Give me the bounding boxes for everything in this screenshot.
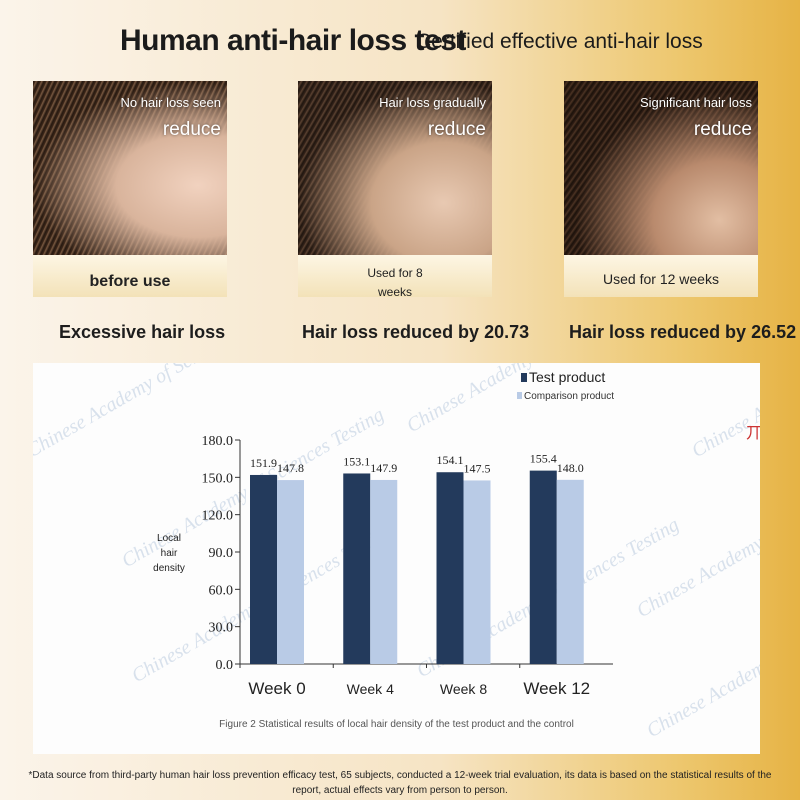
photo-bottom-label-line: weeks [377,285,412,297]
y-axis-label-line: hair [160,548,178,559]
photo-caption: Hair loss reduced by 26.52 [569,322,797,342]
figure-caption: Figure 2 Statistical results of local ha… [219,719,574,730]
photo-label-band [298,255,492,297]
footnote: *Data source from third-party human hair… [28,770,772,796]
photo-label-band [564,255,758,297]
bar-test-product [343,473,371,664]
bar-test-product [436,472,464,664]
legend-swatch [521,373,527,382]
bar-chart: 0.0 30.0 60.0 90.0 120.0 150.0 180.0 151.9 147.8… [202,434,613,698]
bar-value-label: 155.4 [530,452,557,466]
bar-comparison-product [370,479,398,664]
photo-overlay-label: reduce [693,119,752,140]
legend-swatch [517,392,522,399]
bar-comparison-product [556,479,584,664]
page-title: Human anti-hair loss test [120,24,466,57]
bar-comparison-product [277,480,304,664]
photo-week-12: Significant hair loss reduce Used for 12… [564,81,758,297]
bar-value-label: 147.8 [277,461,304,475]
hair-photo-image [33,81,227,255]
photo-top-label: Hair loss gradually [379,95,486,110]
y-tick-label: 150.0 [202,471,234,486]
y-tick-label: 0.0 [216,658,234,673]
x-tick-label: Week 12 [523,679,590,698]
y-tick-label: 180.0 [202,434,234,449]
photo-bottom-label: Used for 12 weeks [603,271,719,287]
bar-test-product [250,474,277,664]
legend-comparison-product: Comparison product [517,391,614,402]
y-axis-label-line: Local [157,533,181,544]
legend-label: Comparison product [524,391,615,402]
photo-caption: Hair loss reduced by 20.73 [302,322,530,342]
y-tick-label: 120.0 [202,509,234,524]
y-tick-label: 30.0 [209,621,234,636]
y-tick-label: 60.0 [209,583,234,598]
legend-label: Test product [529,369,606,385]
photo-overlay-label: reduce [162,119,221,140]
photo-bottom-label-line: Used for 8 [367,266,423,280]
bar-value-label: 147.5 [464,461,491,475]
hair-photo-image [298,81,492,255]
photo-top-label: No hair loss seen [120,95,221,110]
photo-caption: Excessive hair loss [59,322,226,342]
photo-top-label: Significant hair loss [640,95,752,110]
photo-week-8: Hair loss gradually reduce Used for 8 we… [298,81,492,297]
photo-bottom-label: before use [89,273,171,290]
legend-test-product: Test product [521,369,605,385]
y-axis-label: Local hair density [153,531,185,576]
photo-label-band [33,255,227,297]
photo-bottom-label: Used for 8 weeks [298,264,492,297]
bar-value-label: 153.1 [343,454,370,468]
bar-test-product [529,470,557,664]
bar-value-label: 148.0 [557,461,584,475]
chart-panel: Chinese Academy of Sciences Testing Chin… [33,363,760,754]
page-subtitle: Certified effective anti-hair loss [416,30,703,53]
y-axis-label-line: density [153,563,185,574]
bar-value-label: 147.9 [370,461,397,475]
hair-photo-image [564,81,758,255]
photo-overlay-label: reduce [427,119,486,140]
x-tick-label: Week 0 [248,679,305,698]
x-tick-label: Week 8 [440,681,487,697]
bar-value-label: 151.9 [250,456,277,470]
photo-before-use: No hair loss seen reduce before use [33,81,227,297]
red-stamp-icon: 丌 [746,425,760,442]
y-tick-label: 90.0 [209,546,234,561]
bar-value-label: 154.1 [437,453,464,467]
bar-comparison-product [463,480,491,664]
x-tick-label: Week 4 [347,681,394,697]
